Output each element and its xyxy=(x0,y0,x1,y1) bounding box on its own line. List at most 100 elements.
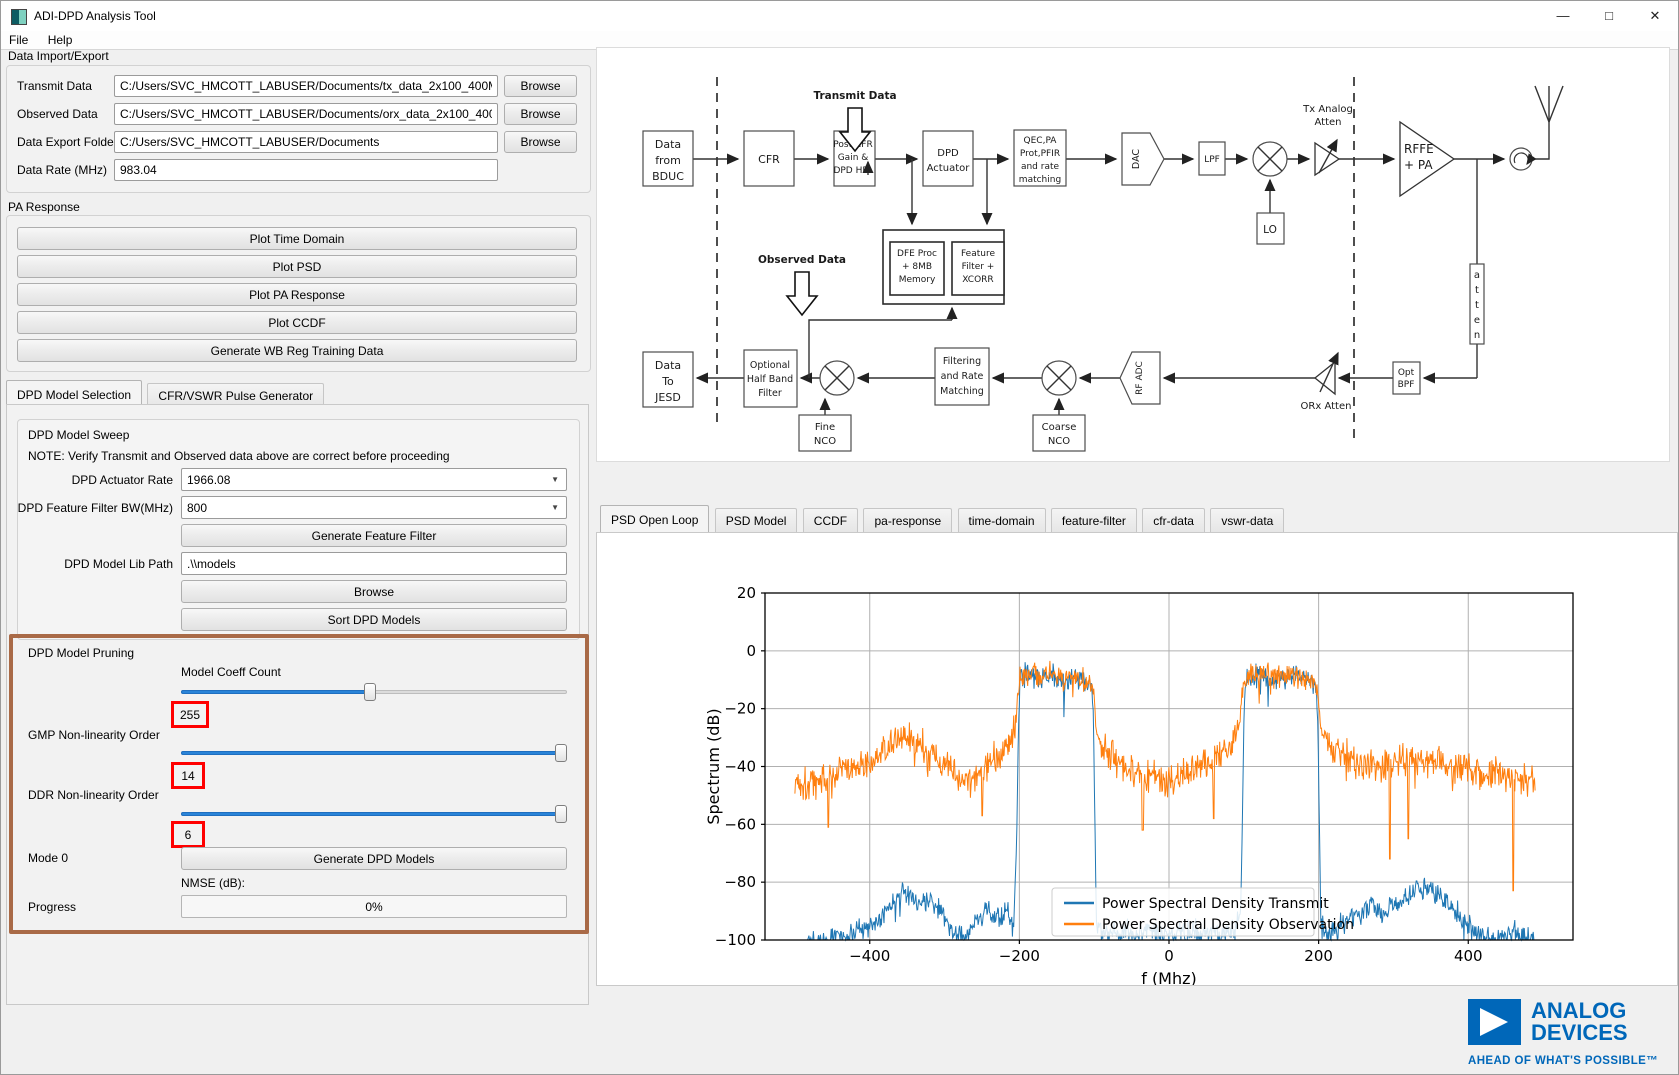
progress-bar: 0% xyxy=(181,895,567,918)
close-button[interactable]: ✕ xyxy=(1649,8,1661,23)
title-bar: ADI-DPD Analysis Tool — □ ✕ xyxy=(1,1,1678,31)
svg-text:DPD: DPD xyxy=(937,148,959,159)
tab-ccdf[interactable]: CCDF xyxy=(802,508,859,532)
svg-text:NCO: NCO xyxy=(814,436,836,447)
export-browse-button[interactable]: Browse xyxy=(504,131,577,153)
generate-wb-reg-button[interactable]: Generate WB Reg Training Data xyxy=(17,339,577,362)
menu-file[interactable]: File xyxy=(9,33,29,47)
ddr-slider[interactable] xyxy=(181,805,567,823)
down-block-arrow-icon xyxy=(838,107,872,153)
observed-browse-button[interactable]: Browse xyxy=(504,103,577,125)
tab-psd-model[interactable]: PSD Model xyxy=(714,508,798,532)
chevron-down-icon: ▼ xyxy=(551,503,559,512)
block-dac: DAC xyxy=(1121,132,1165,186)
svg-text:DPD HB: DPD HB xyxy=(833,166,868,176)
plot-psd-button[interactable]: Plot PSD xyxy=(17,255,577,278)
gmp-value-highlight: 14 xyxy=(171,762,205,789)
tab-vswr-data[interactable]: vswr-data xyxy=(1210,508,1285,532)
gmp-slider-fill xyxy=(181,751,567,755)
svg-text:LPF: LPF xyxy=(1204,155,1220,165)
minimize-button[interactable]: — xyxy=(1556,8,1570,23)
svg-text:BDUC: BDUC xyxy=(652,170,684,183)
plot-time-domain-button[interactable]: Plot Time Domain xyxy=(17,227,577,250)
maximize-button[interactable]: □ xyxy=(1605,8,1613,23)
data-rate-input[interactable] xyxy=(114,159,498,181)
left-tab-bar: DPD Model Selection CFR/VSWR Pulse Gener… xyxy=(6,380,326,407)
svg-text:RF ADC: RF ADC xyxy=(1135,361,1145,395)
coeff-slider[interactable] xyxy=(181,683,567,701)
block-filtering: Filtering and Rate Matching xyxy=(934,347,990,406)
svg-text:Fine: Fine xyxy=(815,422,835,433)
observed-data-label: Observed Data xyxy=(17,107,98,121)
svg-text:Filtering: Filtering xyxy=(943,356,981,367)
generate-feature-filter-button[interactable]: Generate Feature Filter xyxy=(181,524,567,547)
block-dpd-actuator: DPD Actuator xyxy=(922,130,974,187)
actuator-rate-value: 1966.08 xyxy=(187,472,231,487)
lib-path-input[interactable] xyxy=(181,552,567,575)
ddr-slider-handle[interactable] xyxy=(555,805,567,823)
window-title: ADI-DPD Analysis Tool xyxy=(34,9,156,23)
adi-logo-icon xyxy=(1468,999,1521,1045)
svg-text:20: 20 xyxy=(737,584,756,602)
block-lo: LO xyxy=(1256,212,1285,245)
tab-pa-response[interactable]: pa-response xyxy=(863,508,953,532)
export-folder-input[interactable] xyxy=(114,131,498,153)
sort-dpd-models-button[interactable]: Sort DPD Models xyxy=(181,608,567,631)
block-opt-bpf: Opt BPF xyxy=(1392,361,1421,395)
transmit-data-input[interactable] xyxy=(114,75,498,97)
generate-dpd-models-button[interactable]: Generate DPD Models xyxy=(181,847,567,870)
pa-response-group-label: PA Response xyxy=(8,200,80,214)
svg-text:DAC: DAC xyxy=(1131,149,1142,169)
tab-psd-open-loop[interactable]: PSD Open Loop xyxy=(600,505,710,532)
svg-text:400: 400 xyxy=(1454,947,1483,965)
adi-wordmark-line1: ANALOG xyxy=(1531,998,1627,1023)
svg-text:and rate: and rate xyxy=(1021,162,1060,172)
svg-text:a: a xyxy=(1474,270,1480,281)
gmp-slider[interactable] xyxy=(181,744,567,762)
dpd-model-pruning-highlight xyxy=(9,634,589,934)
tab-feature-filter[interactable]: feature-filter xyxy=(1050,508,1137,532)
model-sweep-note: NOTE: Verify Transmit and Observed data … xyxy=(28,449,450,463)
coeff-slider-handle[interactable] xyxy=(364,683,377,701)
feature-bw-combo[interactable]: 800 ▼ xyxy=(181,496,567,519)
plot-ccdf-button[interactable]: Plot CCDF xyxy=(17,311,577,334)
svg-text:BPF: BPF xyxy=(1398,380,1415,390)
block-half-band-filter: Optional Half Band Filter xyxy=(743,349,798,408)
transmit-data-callout: Transmit Data xyxy=(813,90,897,153)
svg-text:Observed Data: Observed Data xyxy=(758,254,846,266)
model-browse-button[interactable]: Browse xyxy=(181,580,567,603)
model-sweep-label: DPD Model Sweep xyxy=(28,428,130,442)
svg-text:f (Mhz): f (Mhz) xyxy=(1141,969,1197,985)
svg-text:Filter +: Filter + xyxy=(962,262,995,272)
svg-text:Power Spectral Density Transmi: Power Spectral Density Transmit xyxy=(1102,896,1329,912)
actuator-rate-combo[interactable]: 1966.08 ▼ xyxy=(181,468,567,491)
svg-text:−200: −200 xyxy=(999,947,1040,965)
plot-pa-response-button[interactable]: Plot PA Response xyxy=(17,283,577,306)
export-folder-label: Data Export Folder xyxy=(17,135,118,149)
coeff-value: 255 xyxy=(179,707,201,722)
svg-text:Prot,PFIR: Prot,PFIR xyxy=(1020,149,1060,159)
transmit-browse-button[interactable]: Browse xyxy=(504,75,577,97)
circulator-icon xyxy=(1509,147,1537,171)
svg-text:−100: −100 xyxy=(715,931,756,949)
tab-cfr-data[interactable]: cfr-data xyxy=(1142,508,1205,532)
observed-data-input[interactable] xyxy=(114,103,498,125)
ddr-slider-fill xyxy=(181,812,567,816)
mixer-fine-icon xyxy=(819,360,855,396)
block-capture-memory: DFE Proc + 8MB Memory Feature Filter + X… xyxy=(882,229,1005,305)
nmse-label: NMSE (dB): xyxy=(181,876,246,890)
adi-tagline: AHEAD OF WHAT'S POSSIBLE™ xyxy=(1468,1055,1659,1067)
gmp-slider-handle[interactable] xyxy=(555,744,567,762)
gmp-order-label: GMP Non-linearity Order xyxy=(28,728,160,742)
tab-dpd-model-selection[interactable]: DPD Model Selection xyxy=(6,380,143,407)
antenna-icon xyxy=(1534,85,1564,123)
svg-text:DFE Proc: DFE Proc xyxy=(897,249,937,259)
tab-time-domain[interactable]: time-domain xyxy=(957,508,1046,532)
mixer-tx-icon xyxy=(1252,141,1288,177)
tab-cfr-vswr-pulse-generator[interactable]: CFR/VSWR Pulse Generator xyxy=(147,383,325,407)
block-lpf: LPF xyxy=(1198,141,1226,176)
svg-text:−400: −400 xyxy=(849,947,890,965)
menu-help[interactable]: Help xyxy=(47,33,73,47)
coeff-slider-fill xyxy=(181,690,371,694)
